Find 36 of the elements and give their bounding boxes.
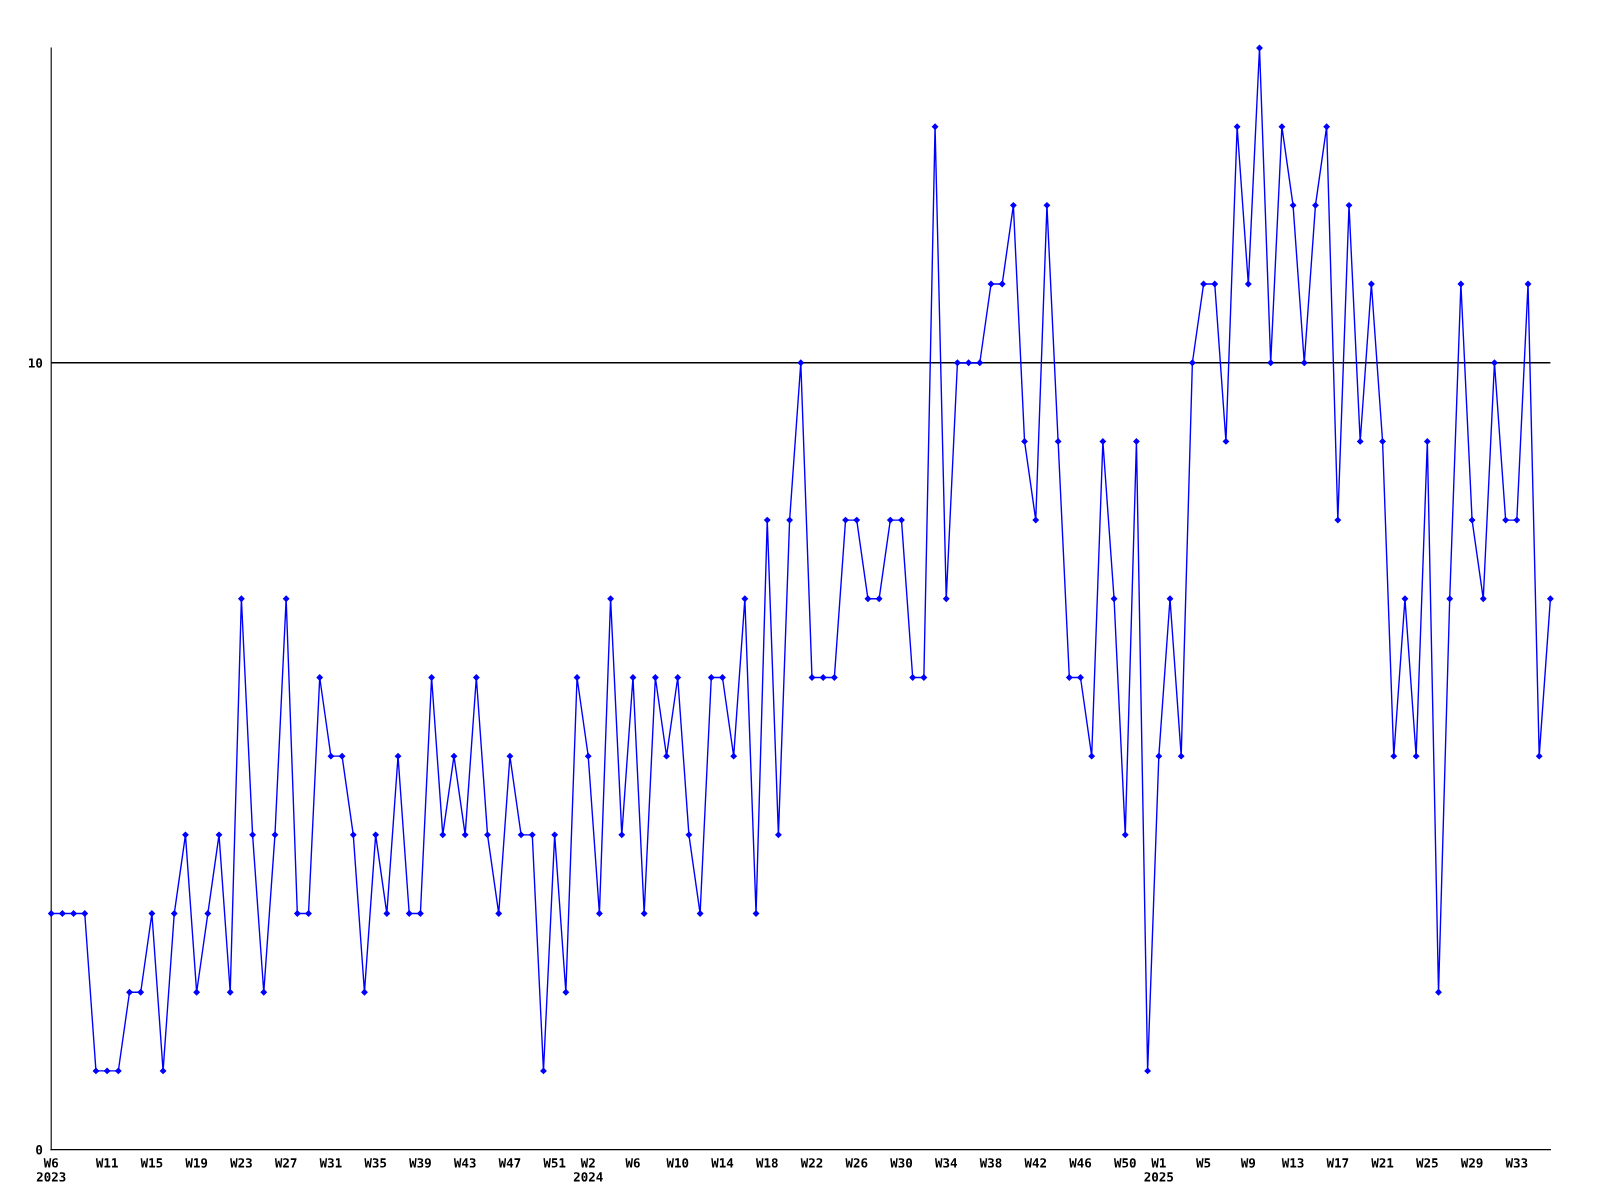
x-tick-label: W2 2024 (573, 1158, 603, 1182)
x-tick-label: W22 (800, 1158, 823, 1168)
x-tick-label: W26 (845, 1158, 868, 1168)
x-tick-label: W31 (319, 1158, 342, 1168)
x-tick-label: W13 (1281, 1158, 1304, 1168)
x-tick-label: W6 2023 (36, 1158, 66, 1182)
x-tick-label: W46 (1069, 1158, 1092, 1168)
x-tick-label: W30 (890, 1158, 913, 1168)
x-tick-label: W18 (755, 1158, 778, 1168)
x-tick-label: W27 (274, 1158, 297, 1168)
x-tick-label: W47 (498, 1158, 521, 1168)
x-tick-label: W10 (666, 1158, 689, 1168)
x-tick-label: W15 (140, 1158, 163, 1168)
x-tick-label: W38 (979, 1158, 1002, 1168)
x-tick-label: W39 (409, 1158, 431, 1168)
x-tick-label: W25 (1416, 1158, 1438, 1168)
x-tick-label: W51 (543, 1158, 566, 1168)
x-tick-label: W33 (1505, 1158, 1528, 1168)
x-tick-label: W17 (1326, 1158, 1349, 1168)
x-tick-label: W14 (711, 1158, 734, 1168)
x-tick-label: W43 (453, 1158, 476, 1168)
x-tick-label: W34 (934, 1158, 957, 1168)
x-tick-label: W6 (625, 1158, 640, 1168)
x-tick-label: W19 (185, 1158, 208, 1168)
x-tick-label: W50 (1113, 1158, 1136, 1168)
y-tick-label: 10 (28, 358, 43, 368)
x-tick-label: W35 (364, 1158, 387, 1168)
x-tick-label: W29 (1460, 1158, 1483, 1168)
x-tick-label: W42 (1024, 1158, 1046, 1168)
x-tick-label: W11 (95, 1158, 118, 1168)
x-tick-label: W9 (1240, 1158, 1256, 1168)
x-tick-label: W1 2025 (1144, 1158, 1174, 1182)
x-tick-label: W23 (230, 1158, 252, 1168)
x-tick-label: W5 (1196, 1158, 1211, 1168)
y-tick-label: 0 (36, 1145, 43, 1155)
x-tick-label: W21 (1371, 1158, 1394, 1168)
